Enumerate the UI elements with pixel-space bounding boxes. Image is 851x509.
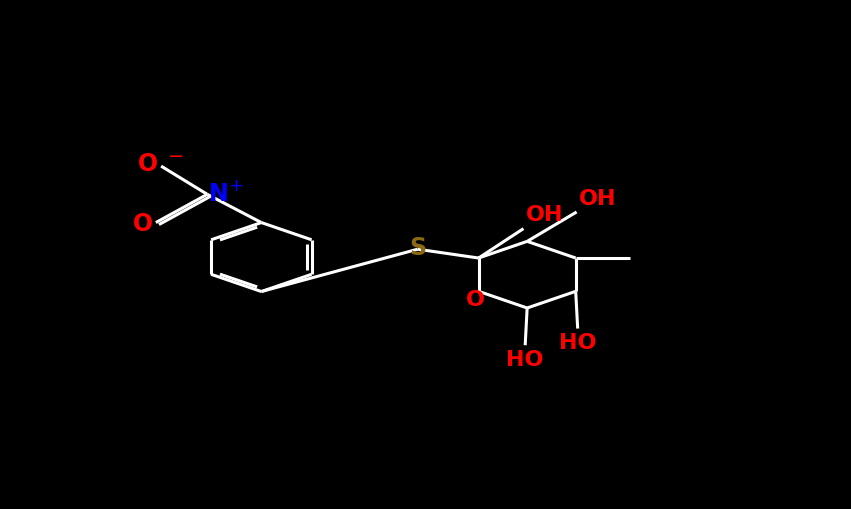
Text: O: O xyxy=(465,290,484,309)
Text: HO: HO xyxy=(506,350,544,370)
Text: S: S xyxy=(409,236,426,260)
Text: O: O xyxy=(133,212,152,236)
Text: −: − xyxy=(168,147,184,166)
Text: O: O xyxy=(138,152,157,176)
Text: HO: HO xyxy=(559,333,597,353)
Text: N: N xyxy=(209,182,229,206)
Text: OH: OH xyxy=(579,189,616,209)
Text: OH: OH xyxy=(525,205,563,224)
Text: +: + xyxy=(228,178,243,195)
